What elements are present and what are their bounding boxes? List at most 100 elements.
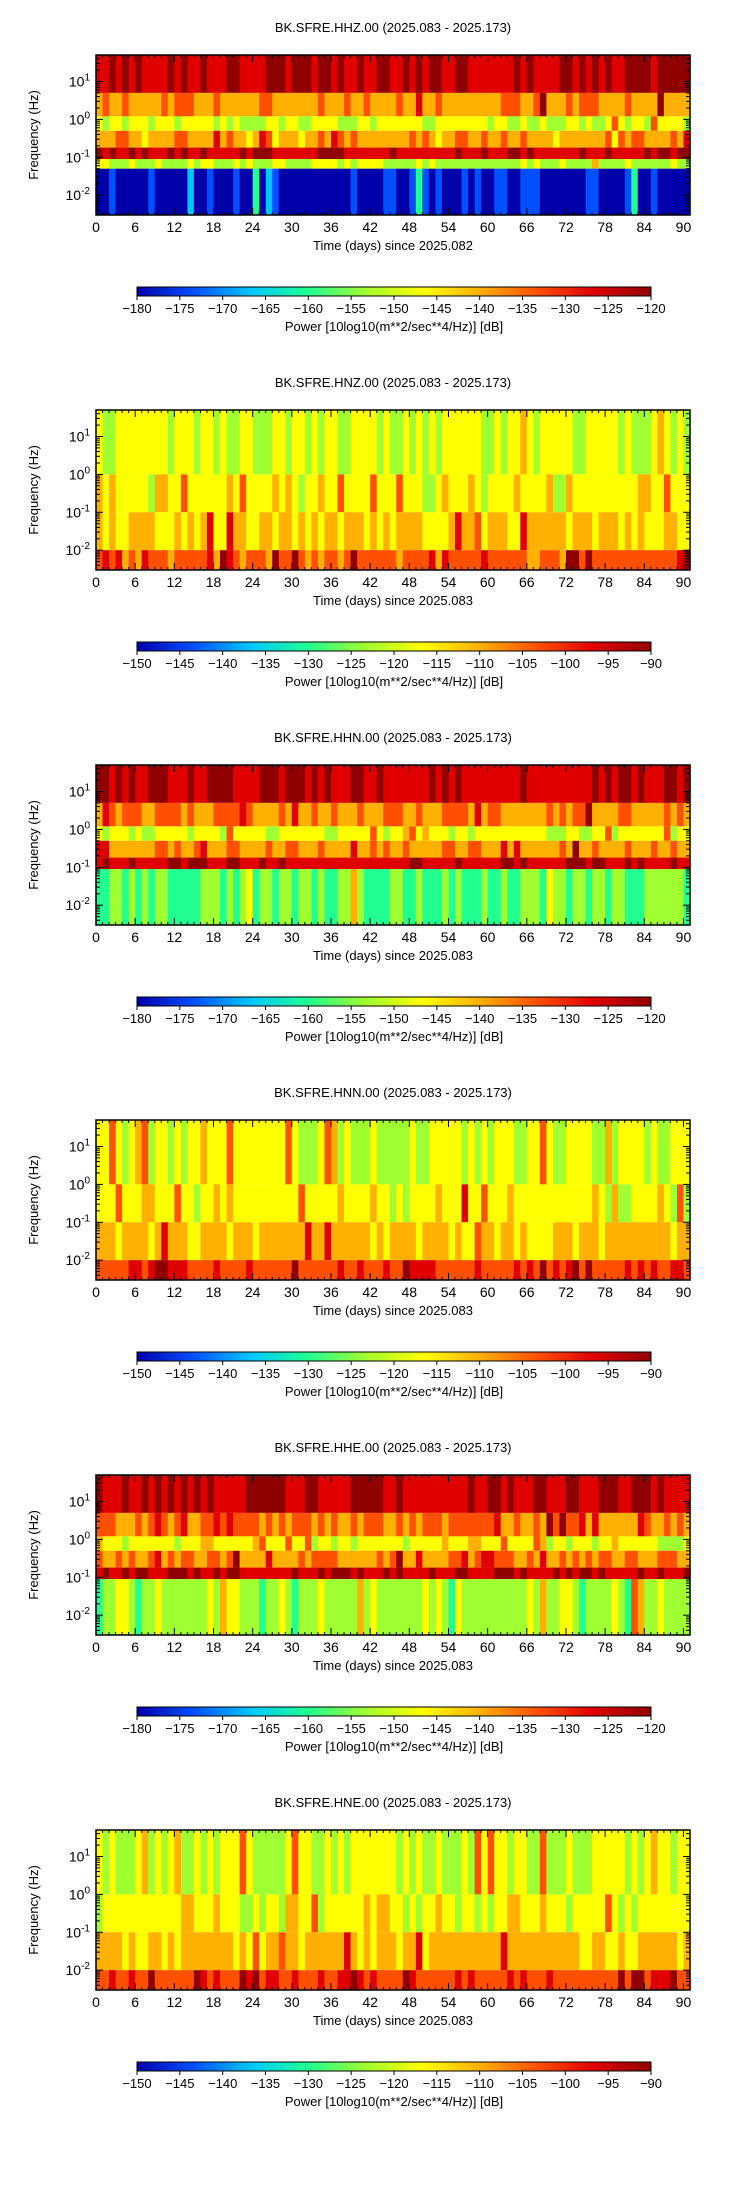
heatmap-cell (455, 1970, 463, 1990)
heatmap-cell (441, 802, 450, 827)
heatmap-cell (370, 147, 378, 160)
heatmap-cell (533, 765, 541, 803)
heatmap-cell (468, 1120, 476, 1185)
heatmap-cell (376, 130, 384, 148)
heatmap-cell (409, 802, 417, 827)
heatmap-cell (663, 55, 672, 93)
heatmap-cell (539, 1512, 547, 1537)
heatmap-cell (670, 159, 678, 169)
heatmap-cell (350, 802, 358, 827)
heatmap-cell (455, 765, 463, 803)
heatmap-cell (637, 92, 645, 117)
heatmap-cell (409, 168, 417, 215)
heatmap-cell (154, 1567, 162, 1580)
heatmap-cell (226, 147, 234, 160)
heatmap-cell (611, 1222, 619, 1261)
heatmap-cell (670, 765, 678, 803)
heatmap-cell (265, 1475, 273, 1513)
heatmap-cell (565, 116, 574, 131)
heatmap-cell (500, 826, 508, 841)
heatmap-cell (644, 55, 652, 93)
heatmap-cell (605, 765, 613, 803)
heatmap-cell (605, 159, 613, 169)
heatmap-cell (324, 474, 332, 513)
heatmap-cell (683, 1512, 691, 1537)
heatmap-cell (461, 474, 469, 513)
heatmap-cell (441, 1970, 450, 1990)
heatmap-cell (174, 1536, 182, 1551)
heatmap-cell (115, 55, 123, 93)
heatmap-cell (213, 474, 221, 513)
heatmap-cell (585, 1120, 593, 1185)
heatmap-cell (370, 1932, 378, 1971)
heatmap-cell (474, 840, 482, 858)
heatmap-cell (337, 410, 345, 475)
heatmap-cell (363, 410, 371, 475)
heatmap-cell (520, 857, 528, 870)
heatmap-cell (357, 130, 365, 148)
heatmap-cell (631, 840, 639, 858)
heatmap-cell (272, 1512, 280, 1537)
heatmap-cell (233, 840, 241, 858)
heatmap-cell (161, 410, 169, 475)
x-tick-label: 54 (441, 1994, 457, 2010)
heatmap-cell (109, 130, 117, 148)
heatmap-cell (259, 1512, 267, 1537)
heatmap-cell (350, 1932, 358, 1971)
heatmap-cell (663, 802, 672, 827)
heatmap-cell (487, 1830, 495, 1895)
chart-title: BK.SFRE.HHN.00 (2025.083 - 2025.173) (274, 730, 512, 745)
heatmap-cell (448, 159, 456, 169)
heatmap-cell (650, 802, 658, 827)
heatmap-cell (422, 159, 430, 169)
heatmap-cell (370, 1579, 378, 1635)
heatmap-cell (461, 1830, 469, 1895)
heatmap-cell (481, 168, 489, 215)
heatmap-cell (474, 1550, 482, 1568)
heatmap-cell (180, 1536, 188, 1551)
heatmap-cell (226, 1567, 234, 1580)
heatmap-cell (193, 1475, 202, 1513)
heatmap-cell (141, 55, 149, 93)
heatmap-cell (507, 116, 515, 131)
heatmap-cell (96, 116, 104, 131)
heatmap-cell (513, 1184, 521, 1223)
heatmap-cell (526, 168, 534, 215)
heatmap-cell (579, 474, 587, 513)
heatmap-cell (663, 116, 672, 131)
heatmap-cell (663, 168, 672, 215)
heatmap-cell (605, 1567, 613, 1580)
heatmap-cell (233, 474, 241, 513)
heatmap-cell (513, 1550, 521, 1568)
heatmap-cell (344, 1894, 352, 1933)
heatmap-cell (572, 857, 580, 870)
heatmap-cell (298, 869, 306, 925)
heatmap-cell (552, 410, 561, 475)
heatmap-cell (220, 92, 228, 117)
heatmap-cell (370, 765, 378, 803)
heatmap-cell (109, 147, 117, 160)
heatmap-cell (128, 1260, 136, 1280)
heatmap-cell (396, 474, 404, 513)
heatmap-cell (304, 130, 313, 148)
heatmap-cell (370, 55, 378, 93)
heatmap-cell (317, 826, 326, 841)
heatmap-cell (494, 1579, 502, 1635)
heatmap-cell (598, 869, 606, 925)
heatmap-cell (187, 1932, 195, 1971)
heatmap-cell (676, 1260, 685, 1280)
heatmap-cell (487, 802, 495, 827)
heatmap-cell (285, 1932, 293, 1971)
heatmap-cell (115, 410, 123, 475)
heatmap-cell (663, 1120, 672, 1185)
heatmap-cell (618, 474, 626, 513)
heatmap-cell (357, 512, 365, 551)
heatmap-cell (109, 159, 117, 169)
heatmap-cell (618, 1222, 626, 1261)
heatmap-cell (572, 550, 580, 570)
heatmap-cell (611, 1970, 619, 1990)
heatmap-cell (539, 1260, 547, 1280)
heatmap-cell (409, 1894, 417, 1933)
heatmap-cell (220, 1260, 228, 1280)
